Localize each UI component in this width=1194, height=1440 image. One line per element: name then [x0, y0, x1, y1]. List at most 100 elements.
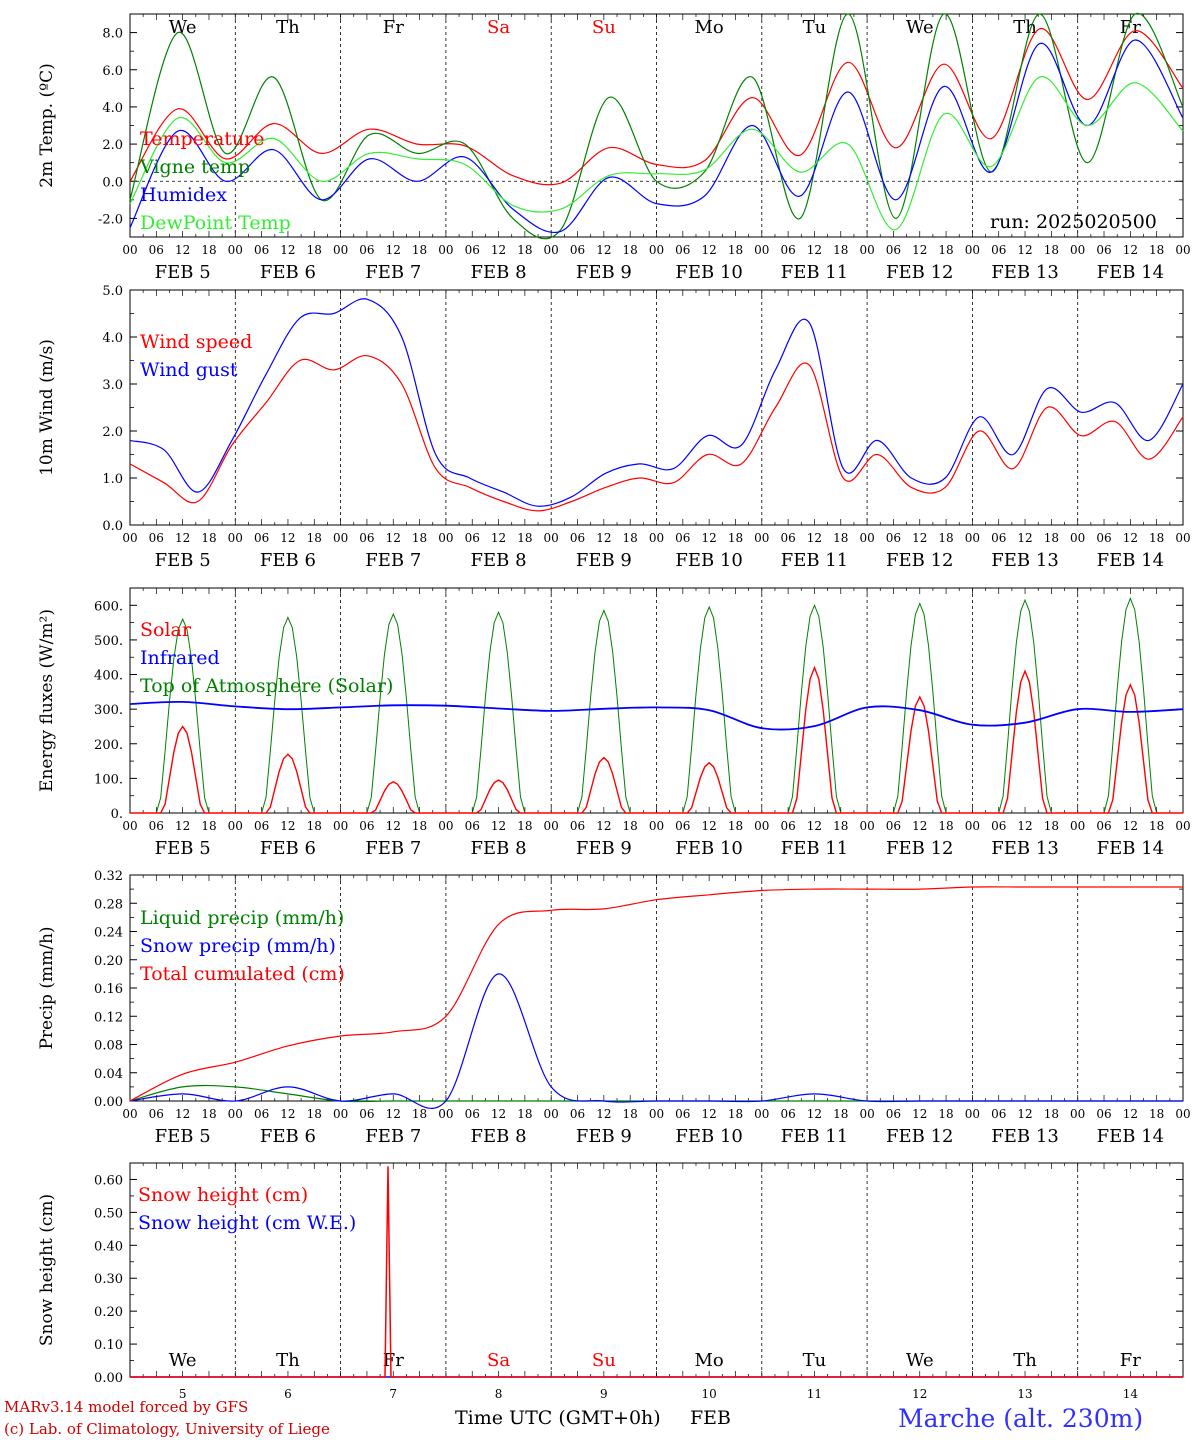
hour-label: 18: [517, 1107, 532, 1121]
y-tick-label: 600.: [94, 599, 123, 614]
hour-label: 06: [991, 819, 1006, 833]
date-label: FEB 10: [675, 262, 742, 283]
hour-label: 18: [517, 243, 532, 257]
date-label: FEB 12: [886, 838, 953, 859]
series-line: [129, 886, 1183, 1102]
hour-label: 06: [570, 243, 585, 257]
hour-label: 00: [1175, 531, 1190, 545]
hour-label: 00: [228, 819, 243, 833]
hour-label: 00: [228, 1107, 243, 1121]
hour-label: 06: [465, 819, 480, 833]
hour-label: 12: [280, 243, 295, 257]
bottom-day-number: 11: [807, 1387, 822, 1401]
y-tick-label: 0.16: [94, 982, 123, 997]
day-label: We: [169, 1350, 197, 1371]
day-label: Th: [276, 1350, 300, 1371]
series-line: [129, 973, 1183, 1109]
day-label: We: [169, 17, 197, 38]
hour-label: 18: [938, 1107, 953, 1121]
hour-label: 12: [596, 819, 611, 833]
hour-label: 06: [254, 531, 269, 545]
hour-label: 06: [780, 819, 795, 833]
hour-label: 00: [122, 819, 137, 833]
y-tick-label: 0.: [111, 807, 123, 822]
legend-entry: Wind speed: [140, 331, 252, 353]
hour-label: 12: [807, 243, 822, 257]
date-label: FEB 12: [886, 262, 953, 283]
date-label: FEB 10: [675, 838, 742, 859]
date-label: FEB 7: [365, 550, 421, 571]
hour-label: 06: [1096, 819, 1111, 833]
hour-label: 12: [702, 1107, 717, 1121]
series-line: [129, 76, 1184, 231]
hour-label: 18: [938, 819, 953, 833]
y-tick-label: 0.28: [94, 897, 123, 912]
hour-label: 00: [544, 531, 559, 545]
hour-label: 18: [623, 243, 638, 257]
footer-model: MARv3.14 model forced by GFS: [4, 1398, 248, 1416]
y-tick-label: 400.: [94, 669, 123, 684]
hour-label: 06: [149, 1107, 164, 1121]
hour-label: 12: [1123, 819, 1138, 833]
hour-label: 18: [728, 531, 743, 545]
hour-label: 12: [807, 531, 822, 545]
hour-label: 12: [175, 1107, 190, 1121]
hour-label: 06: [149, 243, 164, 257]
date-label: FEB 8: [471, 262, 527, 283]
hour-label: 06: [675, 531, 690, 545]
hour-label: 00: [122, 243, 137, 257]
hour-label: 06: [675, 243, 690, 257]
hour-label: 18: [1044, 1107, 1059, 1121]
bottom-day-number: 5: [179, 1387, 187, 1401]
hour-label: 06: [359, 243, 374, 257]
hour-label: 18: [833, 819, 848, 833]
hour-label: 12: [175, 243, 190, 257]
hour-label: 06: [991, 243, 1006, 257]
hour-label: 12: [491, 819, 506, 833]
hour-label: 12: [1017, 819, 1032, 833]
day-label: Tu: [803, 1350, 827, 1371]
y-tick-label: 300.: [94, 703, 123, 718]
hour-label: 18: [307, 531, 322, 545]
day-label: Mo: [695, 1350, 724, 1371]
y-tick-label: 4.0: [102, 101, 123, 116]
bottom-day-number: 7: [389, 1387, 397, 1401]
date-label: FEB 13: [991, 1126, 1058, 1147]
date-label: FEB 13: [991, 838, 1058, 859]
legend-entry: Vigne temp: [139, 156, 250, 178]
date-label: FEB 7: [365, 838, 421, 859]
hour-label: 18: [728, 819, 743, 833]
series-line: [129, 12, 1184, 240]
hour-label: 06: [254, 819, 269, 833]
y-axis-title: Snow height (cm): [37, 1194, 57, 1346]
hour-label: 12: [702, 243, 717, 257]
day-label: Su: [592, 1350, 616, 1371]
hour-label: 06: [780, 531, 795, 545]
hour-label: 12: [491, 1107, 506, 1121]
day-label: Th: [276, 17, 300, 38]
hour-label: 00: [859, 819, 874, 833]
hour-label: 00: [333, 819, 348, 833]
hour-label: 06: [359, 531, 374, 545]
date-label: FEB 11: [781, 838, 848, 859]
hour-label: 12: [386, 819, 401, 833]
y-axis-title: Precip (mm/h): [37, 926, 57, 1049]
hour-label: 18: [623, 531, 638, 545]
y-tick-label: 100.: [94, 772, 123, 787]
hour-label: 00: [228, 243, 243, 257]
run-label: run: 2025020500: [990, 211, 1157, 233]
hour-label: 18: [728, 1107, 743, 1121]
bottom-day-number: 6: [284, 1387, 292, 1401]
footer-month: FEB: [690, 1407, 731, 1429]
hour-label: 06: [675, 819, 690, 833]
hour-label: 00: [965, 1107, 980, 1121]
hour-label: 18: [307, 819, 322, 833]
legend-entry: Humidex: [140, 184, 227, 206]
y-tick-label: 0.0: [102, 519, 123, 534]
legend-entry: Total cumulated (cm): [140, 963, 345, 985]
legend-entry: Infrared: [140, 647, 220, 669]
date-label: FEB 9: [576, 1126, 632, 1147]
hour-label: 12: [1017, 531, 1032, 545]
hour-label: 12: [912, 819, 927, 833]
